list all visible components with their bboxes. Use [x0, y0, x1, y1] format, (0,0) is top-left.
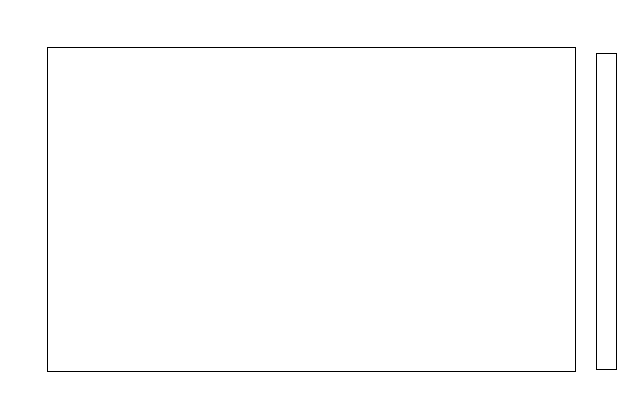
reflectivity-map-canvas — [48, 48, 575, 371]
colorbar — [596, 53, 617, 370]
map-plot-area — [47, 47, 576, 372]
